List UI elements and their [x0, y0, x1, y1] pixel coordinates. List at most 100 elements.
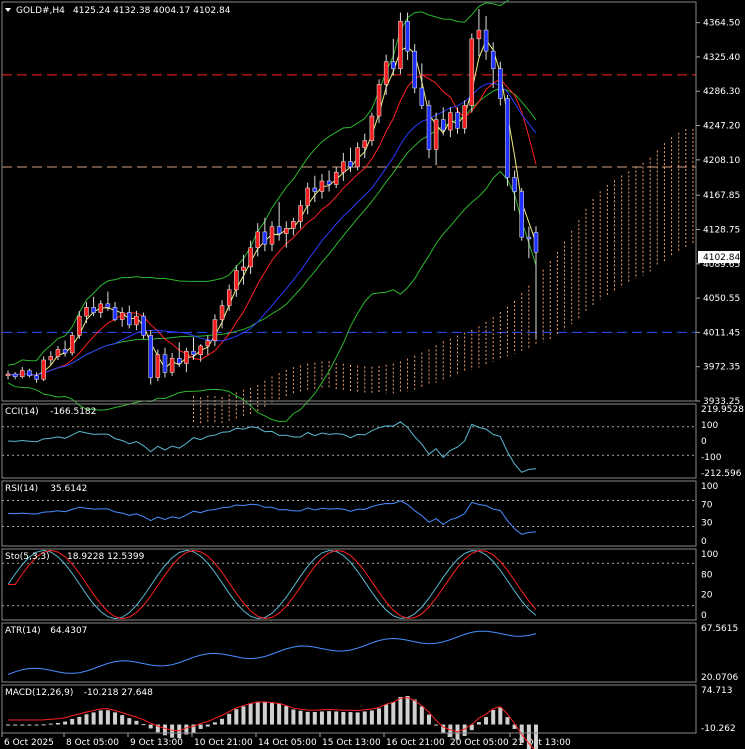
- indicator-axis-label: 30: [701, 519, 713, 529]
- macd-histogram-bar: [391, 702, 396, 725]
- macd-histogram-bar: [348, 712, 353, 725]
- candle-body[interactable]: [333, 171, 339, 185]
- candle-body[interactable]: [355, 147, 360, 168]
- candle-body[interactable]: [169, 357, 175, 373]
- candle-body[interactable]: [226, 289, 232, 306]
- candle-body[interactable]: [219, 305, 225, 320]
- candle-body[interactable]: [20, 370, 25, 377]
- candle-body[interactable]: [426, 105, 432, 150]
- candle-body[interactable]: [440, 119, 446, 131]
- candle-body[interactable]: [298, 205, 303, 222]
- candle-body[interactable]: [383, 61, 389, 85]
- candle-body[interactable]: [305, 187, 310, 206]
- candle-body[interactable]: [141, 315, 146, 336]
- candle-body[interactable]: [148, 335, 153, 378]
- candle-body[interactable]: [77, 315, 82, 336]
- indicator-value-label: 18.9228 12.5399: [67, 552, 145, 562]
- candle-body[interactable]: [512, 177, 517, 192]
- indicator-value-label: 64.4307: [50, 626, 87, 636]
- candle-body[interactable]: [312, 187, 318, 192]
- candle-body[interactable]: [212, 319, 218, 341]
- candle-body[interactable]: [176, 357, 182, 364]
- candle-body[interactable]: [134, 315, 139, 326]
- candle-body[interactable]: [62, 349, 68, 354]
- candle-body[interactable]: [490, 50, 496, 69]
- candle-body[interactable]: [5, 373, 11, 377]
- header-ohlc: 4125.24 4132.38 4004.17 4102.84: [73, 6, 231, 16]
- candle-body[interactable]: [483, 29, 489, 52]
- candle-body[interactable]: [262, 231, 268, 245]
- indicator-axis-label: -212.596: [701, 469, 742, 479]
- candle-body[interactable]: [391, 61, 396, 69]
- candle-body[interactable]: [255, 231, 260, 248]
- candle-body[interactable]: [326, 180, 332, 185]
- candle-body[interactable]: [191, 350, 196, 355]
- candle-body[interactable]: [341, 161, 346, 173]
- candle-body[interactable]: [127, 312, 132, 326]
- candle-body[interactable]: [119, 312, 125, 320]
- indicator-name-label: CCI(14): [5, 407, 39, 417]
- candle-body[interactable]: [55, 349, 61, 357]
- candle-body[interactable]: [376, 84, 382, 117]
- candle-body[interactable]: [519, 191, 524, 238]
- macd-histogram-bar: [70, 718, 75, 725]
- candle-body[interactable]: [234, 270, 239, 291]
- candle-body[interactable]: [412, 50, 417, 89]
- macd-histogram-bar: [476, 722, 481, 725]
- candle-body[interactable]: [198, 345, 203, 355]
- macd-histogram-bar: [270, 702, 274, 725]
- ma-medium-line: [7, 74, 537, 376]
- candle-body[interactable]: [48, 356, 54, 361]
- candle-body[interactable]: [91, 307, 96, 313]
- candle-body[interactable]: [284, 228, 289, 234]
- candle-body[interactable]: [405, 21, 410, 52]
- macd-histogram-bar: [277, 703, 282, 725]
- candle-body[interactable]: [476, 29, 482, 40]
- candle-body[interactable]: [455, 112, 460, 129]
- candle-body[interactable]: [526, 236, 532, 240]
- candle-body[interactable]: [41, 359, 46, 380]
- candle-body[interactable]: [162, 354, 168, 373]
- candle-body[interactable]: [98, 303, 104, 313]
- candle-body[interactable]: [69, 335, 75, 354]
- time-tick-label: 9 Oct 13:00: [130, 738, 183, 748]
- candle-body[interactable]: [12, 373, 18, 377]
- stochastic-signal-line: [8, 549, 537, 620]
- indicator-axis-label: 74.713: [701, 686, 733, 696]
- candle-body[interactable]: [369, 115, 375, 141]
- candle-body[interactable]: [241, 266, 246, 271]
- candle-body[interactable]: [276, 226, 282, 234]
- time-tick-label: 21 Oct 13:00: [512, 738, 571, 748]
- candle-body[interactable]: [27, 370, 32, 377]
- candle-body[interactable]: [184, 350, 189, 364]
- candle-body[interactable]: [84, 307, 89, 317]
- candle-body[interactable]: [533, 232, 539, 253]
- candle-body[interactable]: [269, 226, 275, 245]
- candle-body[interactable]: [112, 307, 118, 320]
- candle-body[interactable]: [448, 112, 453, 131]
- candle-body[interactable]: [462, 105, 467, 129]
- indicator-name-label: MACD(12,26,9): [5, 688, 73, 698]
- macd-histogram-bar: [341, 712, 346, 725]
- candle-body[interactable]: [433, 119, 439, 150]
- candle-body[interactable]: [105, 303, 111, 308]
- candle-body[interactable]: [155, 354, 161, 378]
- macd-histogram-bar: [234, 709, 239, 725]
- indicator-panel-frame: [1, 480, 697, 547]
- candle-body[interactable]: [34, 375, 39, 380]
- macd-histogram-bar: [262, 701, 267, 725]
- candle-body[interactable]: [248, 247, 253, 268]
- candle-body[interactable]: [291, 221, 296, 229]
- macd-histogram-bar: [134, 720, 139, 725]
- candle-body[interactable]: [348, 161, 353, 168]
- candle-body[interactable]: [498, 68, 503, 99]
- candle-body[interactable]: [469, 38, 475, 106]
- candle-body[interactable]: [362, 140, 368, 148]
- candle-body[interactable]: [398, 21, 403, 69]
- candle-body[interactable]: [419, 87, 425, 106]
- header-dropdown-icon[interactable]: [5, 8, 11, 12]
- candle-body[interactable]: [319, 180, 325, 192]
- candle-body[interactable]: [205, 340, 211, 347]
- candle-body[interactable]: [505, 98, 510, 178]
